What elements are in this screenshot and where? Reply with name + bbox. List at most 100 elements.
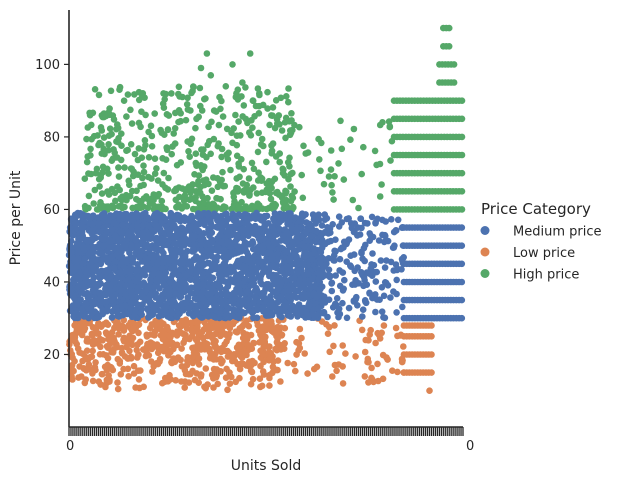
data-point xyxy=(308,225,315,232)
data-point xyxy=(159,181,166,188)
data-point xyxy=(233,220,241,227)
data-point xyxy=(187,107,194,114)
data-point xyxy=(149,368,156,375)
data-point xyxy=(82,353,89,361)
data-point xyxy=(78,307,86,314)
data-point xyxy=(388,216,395,223)
data-point xyxy=(271,280,278,288)
data-point xyxy=(308,232,315,240)
data-point xyxy=(251,359,258,367)
data-point xyxy=(100,320,108,328)
data-point xyxy=(88,230,96,237)
data-point xyxy=(222,374,230,382)
data-point xyxy=(372,339,379,347)
data-point xyxy=(282,134,289,142)
data-point xyxy=(236,365,244,373)
data-point xyxy=(152,290,160,297)
data-point xyxy=(259,205,266,212)
data-point xyxy=(296,325,304,333)
data-point xyxy=(315,275,323,283)
data-point xyxy=(186,153,193,160)
data-point xyxy=(256,91,263,99)
data-point xyxy=(165,174,172,182)
data-point xyxy=(170,130,177,137)
data-point xyxy=(76,349,83,356)
data-point xyxy=(188,301,196,309)
data-point xyxy=(108,130,115,138)
data-point xyxy=(332,248,340,255)
data-point xyxy=(268,301,276,308)
data-point xyxy=(224,232,232,239)
data-point xyxy=(96,289,103,297)
data-point xyxy=(222,83,230,90)
data-point xyxy=(269,288,277,296)
data-point xyxy=(306,277,313,285)
points-layer xyxy=(65,24,466,395)
data-point xyxy=(234,247,242,254)
data-point xyxy=(185,148,192,155)
data-point xyxy=(153,214,161,221)
data-point xyxy=(347,263,355,271)
data-point xyxy=(132,308,139,315)
data-point xyxy=(213,368,221,376)
data-point xyxy=(108,185,116,193)
data-point xyxy=(301,252,309,260)
data-point xyxy=(185,237,192,244)
data-point xyxy=(251,293,259,301)
data-point xyxy=(368,213,376,221)
data-point xyxy=(232,290,239,297)
data-point xyxy=(380,322,388,329)
data-point xyxy=(373,296,381,303)
data-point xyxy=(212,108,220,115)
data-point xyxy=(291,274,298,282)
data-point xyxy=(84,278,92,285)
data-point xyxy=(122,267,130,275)
data-point xyxy=(98,211,106,219)
data-point xyxy=(78,234,85,242)
data-point xyxy=(135,145,143,152)
data-point xyxy=(340,285,348,293)
data-point xyxy=(318,222,326,229)
data-point xyxy=(233,90,240,97)
data-point xyxy=(124,91,132,98)
data-point xyxy=(305,301,313,308)
data-point xyxy=(99,306,106,314)
data-point xyxy=(88,121,95,129)
data-point xyxy=(128,215,136,223)
y-tick-label: 80 xyxy=(43,130,60,145)
data-point xyxy=(126,192,134,200)
data-point xyxy=(197,241,205,248)
data-point xyxy=(101,150,108,158)
data-point xyxy=(128,318,135,326)
data-point xyxy=(83,347,91,355)
data-point xyxy=(251,227,258,234)
data-point xyxy=(394,216,402,224)
data-point xyxy=(156,325,164,333)
data-point xyxy=(324,330,332,338)
data-point xyxy=(372,308,379,316)
data-point xyxy=(340,176,348,183)
data-point xyxy=(154,349,162,357)
data-point xyxy=(172,233,180,240)
data-point xyxy=(281,340,289,347)
data-point xyxy=(320,180,328,188)
data-point xyxy=(145,294,153,302)
data-point xyxy=(154,318,161,326)
data-point xyxy=(111,258,119,266)
data-point xyxy=(108,272,115,280)
data-point xyxy=(83,367,90,374)
data-point xyxy=(183,248,191,255)
data-point xyxy=(375,237,383,244)
data-point xyxy=(213,325,221,333)
data-point xyxy=(266,371,273,379)
data-point xyxy=(175,322,183,329)
data-point xyxy=(85,192,93,200)
data-point xyxy=(117,260,125,268)
data-point xyxy=(325,254,332,262)
data-point xyxy=(128,283,135,290)
data-point xyxy=(171,125,179,132)
data-point xyxy=(310,290,318,298)
data-point xyxy=(181,384,188,391)
data-point xyxy=(71,256,79,263)
data-point xyxy=(71,220,79,227)
